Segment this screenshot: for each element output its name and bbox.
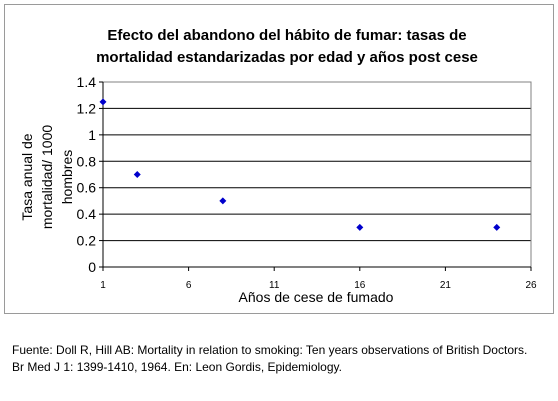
x-tick-labels: 1 6 11 16 21 26 [100,280,537,291]
data-point [219,197,227,205]
chart-title-line: Efecto del abandono del hábito de fumar:… [107,27,466,44]
chart-title-line: mortalidad estandarizadas por edad y año… [96,49,478,66]
x-tick-label: 21 [440,280,452,291]
y-tick-label: 1 [88,127,96,143]
data-point [99,98,107,106]
y-tick-label: 1.4 [77,74,97,90]
y-tick-label: 1.2 [77,100,97,116]
y-tick-label: 0.6 [77,180,97,196]
y-tick-label: 0 [88,259,96,275]
axes [99,81,532,271]
x-axis-label: Años de cese de fumado [239,289,394,305]
source-note: Fuente: Doll R, Hill AB: Mortality in re… [12,342,552,376]
x-tick-label: 1 [100,280,106,291]
y-axis-label-line: Tasa anual de [19,133,35,220]
source-line-1: Fuente: Doll R, Hill AB: Mortality in re… [12,343,528,357]
x-tick-label: 11 [269,280,280,291]
y-tick-label: 0.2 [77,233,97,249]
y-tick-label: 0.8 [77,153,97,169]
source-line-2: Br Med J 1: 1399-1410, 1964. En: Leon Go… [12,360,342,374]
data-point [356,223,364,231]
y-tick-label: 0.4 [77,206,97,222]
x-tick-label: 6 [186,280,192,291]
data-point [493,223,501,231]
chart-title: Efecto del abandono del hábito de fumar:… [96,27,478,66]
chart-area: Efecto del abandono del hábito de fumar:… [4,4,554,314]
x-tick-label: 16 [354,280,366,291]
data-points [99,98,501,231]
y-axis-label: Tasa anual de mortalidad/ 1000 hombres [19,125,75,230]
gridlines [103,81,531,242]
x-tick-label: 26 [525,280,537,291]
y-axis-label-line: hombres [59,150,75,204]
y-axis-label-line: mortalidad/ 1000 [39,125,55,230]
scatter-chart: Efecto del abandono del hábito de fumar:… [19,27,537,305]
plot-border [102,81,532,268]
y-tick-labels: 0 0.2 0.4 0.6 0.8 1 1.2 1.4 [77,74,97,275]
data-point [133,171,141,178]
